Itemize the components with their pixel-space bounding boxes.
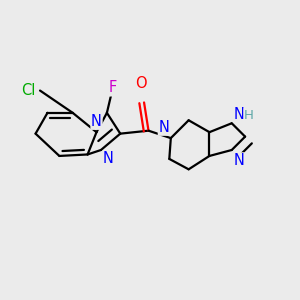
Text: Cl: Cl bbox=[21, 83, 36, 98]
Text: N: N bbox=[91, 114, 102, 129]
Text: N: N bbox=[233, 107, 244, 122]
Text: F: F bbox=[109, 80, 117, 95]
Text: N: N bbox=[233, 153, 244, 168]
Text: N: N bbox=[158, 120, 169, 135]
Text: N: N bbox=[102, 152, 113, 166]
Text: O: O bbox=[135, 76, 147, 91]
Text: H: H bbox=[244, 109, 254, 122]
